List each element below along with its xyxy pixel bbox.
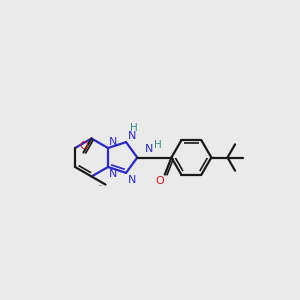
Text: H: H: [130, 123, 138, 133]
Text: O: O: [79, 141, 88, 151]
Text: N: N: [145, 145, 153, 154]
Text: O: O: [155, 176, 164, 186]
Text: methyl: methyl: [99, 185, 104, 186]
Text: N: N: [109, 169, 117, 179]
Text: N: N: [128, 131, 136, 141]
Text: N: N: [128, 175, 136, 185]
Text: N: N: [109, 137, 117, 147]
Text: H: H: [154, 140, 162, 149]
